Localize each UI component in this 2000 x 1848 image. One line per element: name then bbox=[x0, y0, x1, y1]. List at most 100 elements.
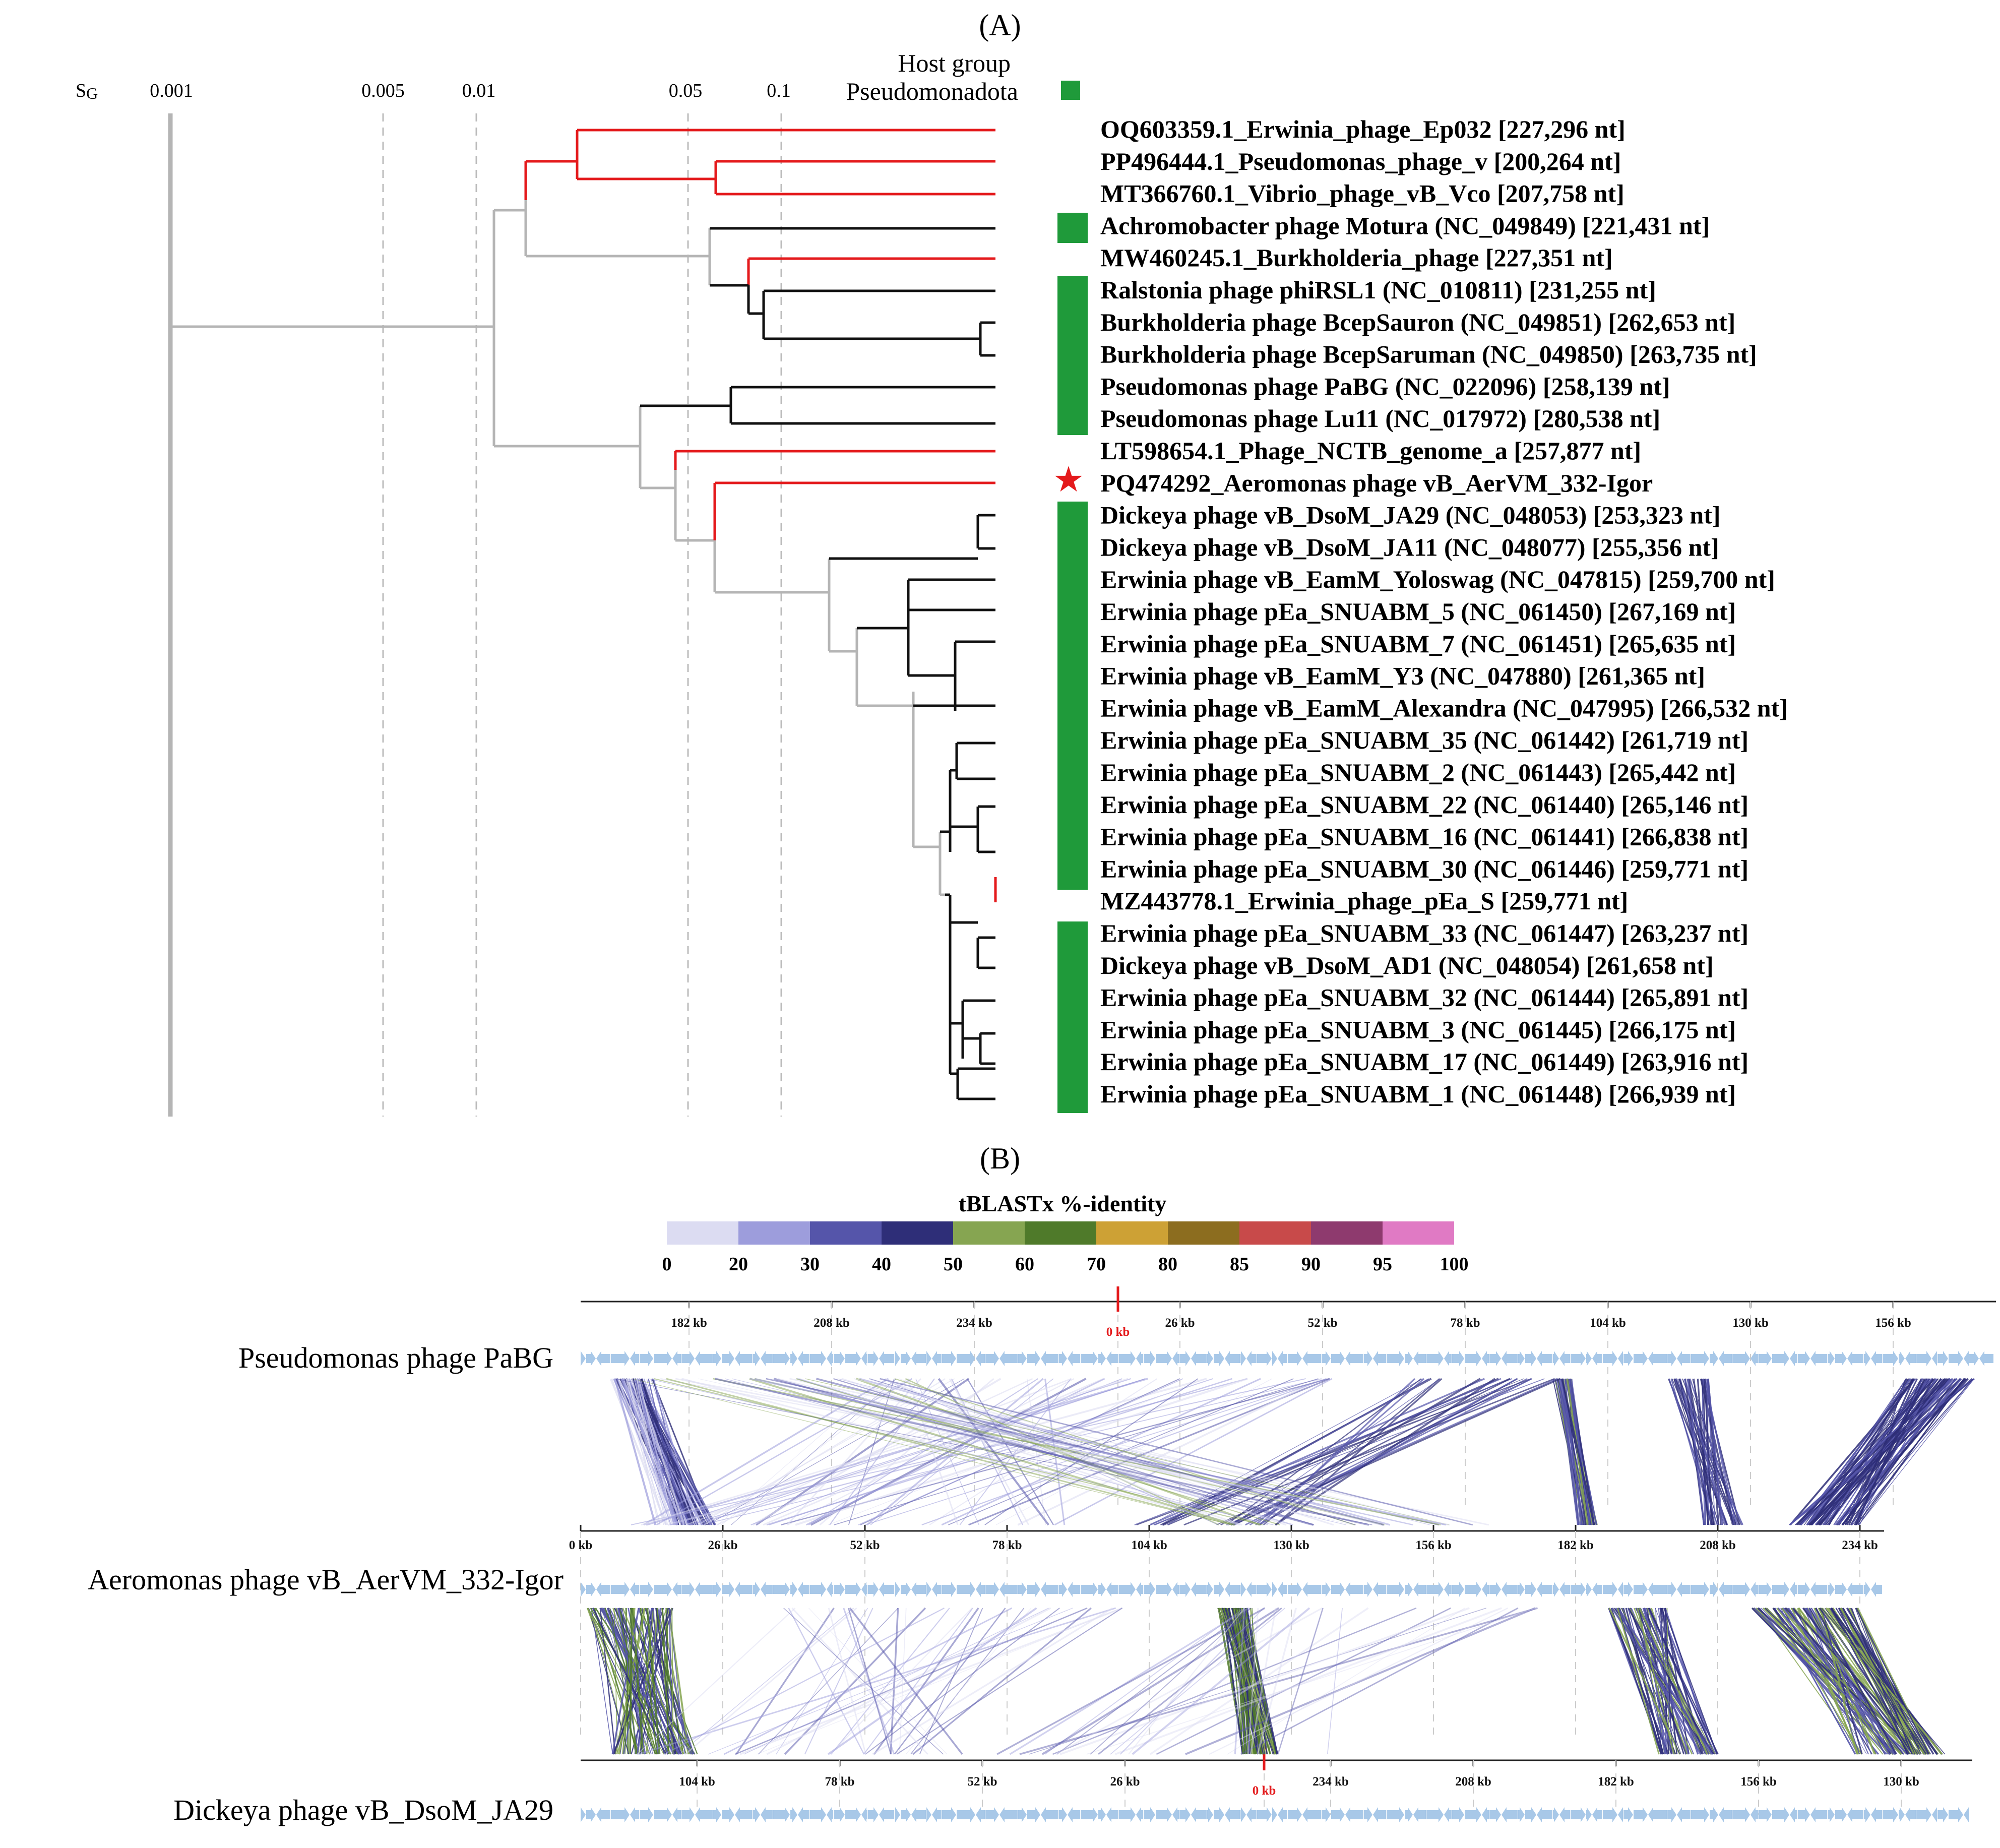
synteny-link bbox=[715, 1378, 1369, 1526]
gene-arrow bbox=[1916, 1351, 1931, 1366]
gene-arrow bbox=[1272, 1807, 1277, 1822]
synteny-link bbox=[1704, 1378, 1713, 1525]
gene-arrow bbox=[1798, 1582, 1810, 1597]
gene-arrow bbox=[1525, 1582, 1536, 1597]
synteny-link bbox=[848, 1608, 892, 1755]
leaf-label: PQ474292_Aeromonas phage vB_AerVM_332-Ig… bbox=[1100, 469, 1653, 497]
gene-arrow bbox=[1648, 1807, 1667, 1822]
gene-arrow bbox=[845, 1582, 861, 1597]
gene-arrow bbox=[1732, 1351, 1750, 1366]
gene-arrow bbox=[1592, 1582, 1602, 1597]
gene-arrow bbox=[1302, 1351, 1321, 1366]
synteny-link bbox=[1815, 1608, 1916, 1755]
ruler-tick-label: 234 kb bbox=[1842, 1538, 1878, 1552]
gene-arrow bbox=[1772, 1351, 1789, 1366]
legend-swatch bbox=[1025, 1221, 1096, 1245]
gene-arrow bbox=[611, 1582, 630, 1597]
gene-arrow bbox=[1719, 1351, 1732, 1366]
gene-arrow bbox=[957, 1582, 975, 1597]
leaf-label: Erwinia phage pEa_SNUABM_32 (NC_061444) … bbox=[1100, 983, 1748, 1012]
synteny-link bbox=[609, 1378, 670, 1525]
synteny-link bbox=[609, 1608, 636, 1755]
gene-arrow bbox=[1373, 1582, 1386, 1597]
gene-arrow bbox=[1759, 1351, 1772, 1366]
synteny-link bbox=[791, 1607, 928, 1755]
ruler-tick-label: 182 kb bbox=[1557, 1538, 1594, 1552]
gene-arrow bbox=[999, 1807, 1018, 1822]
gene-arrow bbox=[581, 1807, 586, 1822]
synteny-link bbox=[1029, 1608, 1486, 1755]
branch bbox=[170, 200, 945, 896]
gene-arrow bbox=[1240, 1582, 1246, 1597]
gene-arrow bbox=[1559, 1351, 1570, 1366]
gene-arrow bbox=[596, 1351, 610, 1366]
scale-tick-0005: 0.005 bbox=[361, 80, 405, 101]
gene-arrow bbox=[672, 1807, 681, 1822]
gene-arrow bbox=[1413, 1807, 1426, 1822]
synteny-link bbox=[788, 1608, 865, 1755]
synteny-link bbox=[1615, 1608, 1702, 1755]
leaf-label: Erwinia phage vB_EamM_Y3 (NC_047880) [26… bbox=[1100, 662, 1705, 690]
synteny-link bbox=[1821, 1608, 1946, 1755]
gene-arrow bbox=[1068, 1351, 1080, 1366]
leaf-label: Pseudomonas phage PaBG (NC_022096) [258,… bbox=[1100, 372, 1670, 400]
ruler-tick-label: 26 kb bbox=[1165, 1316, 1195, 1330]
synteny-link bbox=[1821, 1608, 1943, 1755]
synteny-link bbox=[614, 1378, 657, 1525]
gene-arrow bbox=[1225, 1351, 1240, 1366]
panel-b-label: (B) bbox=[980, 1142, 1020, 1175]
gene-arrow bbox=[1018, 1807, 1027, 1822]
gene-arrow bbox=[681, 1807, 695, 1822]
gene-arrow bbox=[773, 1582, 790, 1597]
synteny-link bbox=[646, 1378, 1148, 1526]
leaf-label: Dickeya phage vB_DsoM_AD1 (NC_048054) [2… bbox=[1100, 951, 1714, 979]
ruler-tick-label: 130 kb bbox=[1732, 1316, 1769, 1330]
synteny-link bbox=[1119, 1608, 1264, 1755]
legend-tick-label: 95 bbox=[1373, 1254, 1392, 1275]
gene-arrow bbox=[761, 1807, 773, 1822]
synteny-link bbox=[894, 1608, 1006, 1755]
gene-arrow bbox=[1603, 1582, 1617, 1597]
gene-arrow bbox=[1883, 1351, 1898, 1366]
gene-arrow bbox=[1979, 1351, 1993, 1366]
legend-swatch bbox=[1239, 1221, 1311, 1245]
gene-arrow bbox=[1571, 1807, 1586, 1822]
scale-gridlines bbox=[382, 113, 782, 1117]
gene-arrow bbox=[1537, 1351, 1552, 1366]
leaf-label: Erwinia phage pEa_SNUABM_5 (NC_061450) [… bbox=[1100, 597, 1736, 626]
synteny-link bbox=[1795, 1378, 1974, 1525]
gene-arrow bbox=[1732, 1582, 1750, 1597]
gene-arrow bbox=[1810, 1582, 1827, 1597]
gene-arrow bbox=[868, 1351, 879, 1366]
gene-arrow bbox=[586, 1582, 596, 1597]
gene-arrow bbox=[1288, 1582, 1302, 1597]
gene-arrow bbox=[1964, 1351, 1969, 1366]
synteny-link bbox=[784, 1607, 926, 1755]
gene-arrow bbox=[1864, 1807, 1870, 1822]
sg-label: SG bbox=[76, 80, 98, 102]
synteny-link bbox=[610, 1378, 667, 1525]
synteny-link bbox=[1257, 1608, 1297, 1755]
gene-arrow bbox=[895, 1582, 900, 1597]
synteny-link bbox=[1639, 1608, 1708, 1755]
synteny-link bbox=[663, 1608, 945, 1755]
gene-arrow bbox=[735, 1582, 752, 1597]
gene-arrow bbox=[753, 1582, 760, 1597]
gene-arrow bbox=[630, 1807, 639, 1822]
gene-arrow bbox=[942, 1351, 956, 1366]
synteny-link bbox=[865, 1608, 1060, 1755]
synteny-link bbox=[849, 1607, 963, 1755]
gene-arrow bbox=[895, 1807, 900, 1822]
gene-arrow bbox=[1790, 1582, 1797, 1597]
scale-tick-01: 0.1 bbox=[767, 80, 791, 101]
gene-arrow bbox=[761, 1582, 773, 1597]
gene-arrow bbox=[1278, 1807, 1287, 1822]
gene-arrow bbox=[722, 1582, 734, 1597]
ruler-tick-label: 104 kb bbox=[679, 1775, 715, 1789]
gene-arrow bbox=[1452, 1807, 1464, 1822]
gene-arrow bbox=[672, 1582, 681, 1597]
gene-arrow bbox=[1345, 1582, 1363, 1597]
gene-arrow bbox=[722, 1351, 734, 1366]
gene-arrow bbox=[932, 1582, 942, 1597]
synteny-link bbox=[646, 1608, 661, 1755]
